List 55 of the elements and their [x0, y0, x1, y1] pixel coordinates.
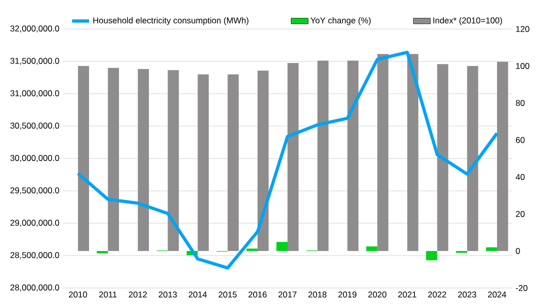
legend-label: YoY change (%) — [310, 17, 371, 26]
x-tick-label: 2018 — [308, 292, 326, 298]
bar — [347, 60, 358, 251]
bar — [497, 62, 508, 251]
bar — [78, 66, 90, 251]
y2-tick-label: 0 — [516, 248, 520, 254]
x-tick-label: 2019 — [338, 292, 356, 298]
y2-tick-label: 100 — [516, 63, 530, 69]
x-tick-label: 2015 — [218, 292, 237, 298]
y2-tick-label: 20 — [516, 211, 525, 217]
x-tick-label: 2012 — [128, 292, 147, 298]
y2-tick-label: -20 — [516, 285, 528, 291]
bar — [288, 63, 299, 251]
legend-label: Household electricity consumption (MWh) — [93, 17, 248, 26]
y-tick-label: 30,500,000.0 — [10, 122, 60, 130]
y-tick-label: 29,500,000.0 — [10, 187, 60, 194]
x-tick-label: 2014 — [188, 292, 207, 298]
y2-tick-label: 60 — [516, 137, 525, 143]
bar — [486, 247, 498, 251]
x-tick-label: 2022 — [428, 292, 446, 298]
bar — [426, 251, 438, 260]
y-tick-label: 30,000,000.0 — [10, 155, 60, 162]
x-tick-label: 2017 — [278, 292, 296, 298]
bar — [377, 54, 388, 251]
bar — [317, 60, 329, 251]
x-tick-label: 2024 — [488, 292, 506, 298]
bar — [437, 64, 448, 251]
x-tick-label: 2010 — [68, 292, 88, 298]
y-tick-label: 29,000,000.0 — [10, 220, 60, 227]
line-series — [76, 50, 499, 270]
x-tick-label: 2020 — [368, 292, 386, 298]
bar — [467, 66, 478, 251]
x-tick-label: 2016 — [248, 292, 267, 298]
x-tick-label: 2021 — [398, 292, 416, 298]
y-tick-label: 28,500,000.0 — [10, 252, 60, 260]
bar — [108, 68, 119, 251]
legend-label: Index* (2010=100) — [433, 17, 502, 26]
bar — [366, 246, 378, 251]
x-tick-label: 2013 — [158, 292, 177, 298]
y-tick-label: 31,500,000.0 — [10, 58, 60, 65]
bar — [407, 54, 418, 251]
y2-tick-label: 40 — [516, 174, 525, 180]
x-tick-label: 2011 — [99, 292, 117, 298]
y2-tick-label: 80 — [516, 100, 525, 106]
y2-tick-label: 120 — [516, 26, 530, 32]
y-tick-label: 31,000,000.0 — [10, 90, 60, 98]
y-tick-label: 32,000,000.0 — [10, 26, 60, 32]
bar — [138, 68, 149, 251]
bar — [258, 70, 269, 251]
x-tick-label: 2023 — [458, 292, 476, 298]
bar — [168, 70, 179, 251]
bar — [198, 74, 209, 251]
bar — [228, 74, 239, 251]
bar — [276, 242, 288, 251]
y-tick-label: 28,000,000.0 — [10, 284, 60, 292]
